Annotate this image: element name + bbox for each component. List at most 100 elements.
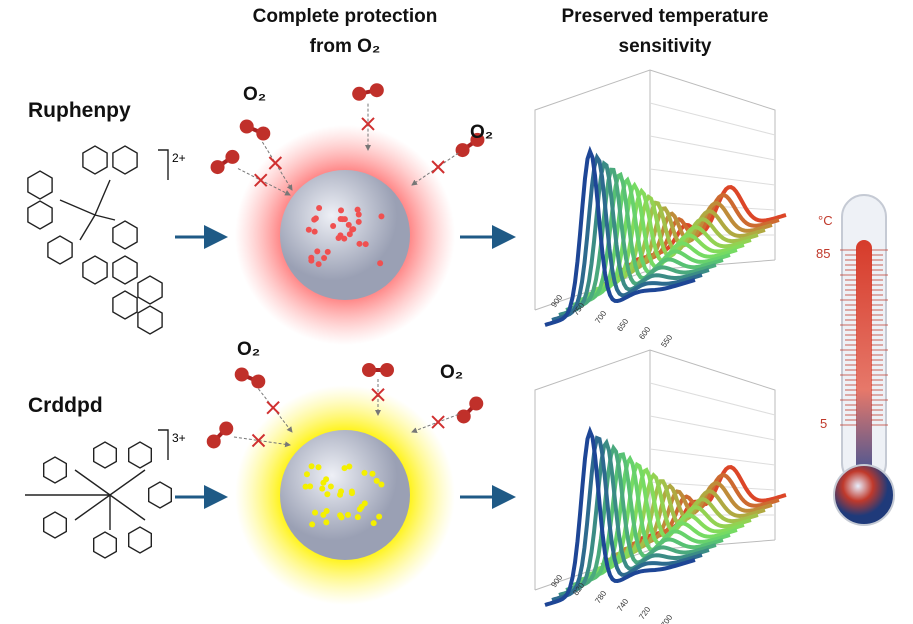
block [251,433,266,448]
atom [470,132,485,147]
atom [210,160,225,175]
dot [303,471,310,478]
dot [314,248,321,255]
bonds [25,469,146,530]
atom [239,119,254,134]
molecule [27,145,163,335]
header: Complete protection [253,6,438,27]
dot [316,205,323,212]
dot [320,479,327,486]
bonds [59,179,116,241]
dot [358,503,365,510]
o2-label: O₂ [243,84,266,105]
dot [302,483,309,490]
thermometer [833,194,895,526]
unit: °C [818,213,833,228]
atom [380,363,394,377]
atom [456,409,471,424]
dot [312,509,319,516]
axis-tick-label: 550 [659,333,674,350]
dot [361,469,368,476]
dot [354,514,361,521]
charge: 2+ [172,151,186,165]
block [371,388,385,402]
atom [256,126,271,141]
axis-tick-label: 700 [593,309,608,326]
o2-label: O₂ [440,362,463,383]
dot [319,485,326,492]
dot [373,477,380,484]
ring [112,290,138,320]
dot [330,223,337,230]
ring [82,145,108,175]
ring [148,481,172,509]
dot [327,483,334,490]
atom [225,149,240,164]
axis-tick-label: 720 [637,605,652,622]
path-arrow [411,152,459,186]
spectrum [544,145,696,327]
axis-tick-label: 900 [549,573,564,590]
axis-tick-label: 740 [615,597,630,614]
ring [47,235,73,265]
header: sensitivity [619,36,712,57]
atom [206,434,221,449]
atom [455,143,470,158]
atom [251,374,266,389]
dot [370,520,377,527]
spectrum [621,201,773,272]
axis-tick-label: 900 [549,293,564,310]
ring [93,441,117,469]
dot [311,228,318,235]
dot [348,490,355,497]
o2-label: O₂ [470,122,493,143]
dot [378,213,385,220]
ring [93,531,117,559]
dot [324,491,331,498]
atom [469,396,484,411]
ring [112,255,138,285]
capsule [280,430,410,560]
ring [82,255,108,285]
spectrum [551,435,703,602]
header: Preserved temperature [562,6,769,27]
ring [43,511,67,539]
dot [350,226,357,233]
emitters [302,205,385,528]
ring [27,200,53,230]
molecule [25,441,172,559]
dot [335,235,342,242]
capsule [280,170,410,300]
axis-tick-label: 780 [593,589,608,606]
o2-label: O₂ [237,339,260,360]
dot [362,241,369,248]
charge: 3+ [172,431,186,445]
axis-tick-label: 650 [615,317,630,334]
dot [341,465,348,472]
dot [356,240,363,247]
3d-plot: 900 820 780 740 720 700 [534,349,787,624]
spectrum [551,152,703,322]
atom [362,363,376,377]
3d-plot: 900 750 700 650 600 550 [534,69,787,350]
atom [219,421,234,436]
dot [377,260,384,267]
ring [127,441,152,469]
block [266,400,280,415]
bracket [158,149,169,180]
grid-line [649,382,776,416]
grid-line [649,168,776,186]
dot [369,470,376,477]
atom [234,367,249,382]
spectrum [614,206,766,277]
dot [378,481,385,488]
ring [137,305,163,335]
dot [345,221,352,228]
dot [324,248,331,255]
temp-label: 5 [820,416,827,431]
path-arrow [261,141,293,191]
grid-line [649,448,776,466]
ring [127,526,152,554]
complex-name: Crddpd [28,394,103,417]
